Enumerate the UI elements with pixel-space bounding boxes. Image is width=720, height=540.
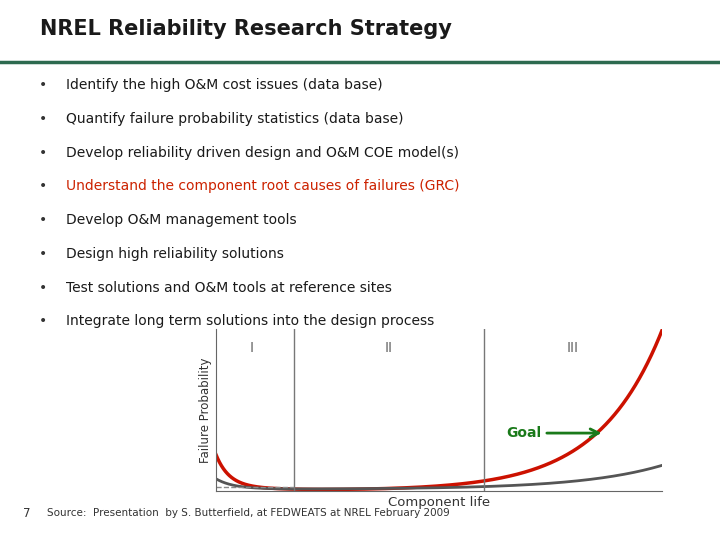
Text: Source:  Presentation  by S. Butterfield, at FEDWEATS at NREL February 2009: Source: Presentation by S. Butterfield, … [47, 508, 449, 518]
Text: Quantify failure probability statistics (data base): Quantify failure probability statistics … [66, 112, 404, 126]
Text: 7: 7 [23, 507, 30, 520]
Text: •: • [39, 146, 47, 159]
Text: Understand the component root causes of failures (GRC): Understand the component root causes of … [66, 179, 460, 193]
Text: Design high reliability solutions: Design high reliability solutions [66, 247, 284, 261]
Text: •: • [39, 247, 47, 261]
Text: •: • [39, 281, 47, 294]
Text: III: III [567, 341, 579, 355]
Text: Develop O&M management tools: Develop O&M management tools [66, 213, 297, 227]
Text: •: • [39, 78, 47, 92]
Text: •: • [39, 112, 47, 126]
Text: Integrate long term solutions into the design process: Integrate long term solutions into the d… [66, 314, 434, 328]
Text: NREL Reliability Research Strategy: NREL Reliability Research Strategy [40, 19, 451, 39]
Text: •: • [39, 179, 47, 193]
Text: •: • [39, 314, 47, 328]
X-axis label: Component life: Component life [388, 496, 490, 509]
Text: II: II [385, 341, 393, 355]
Text: •: • [39, 213, 47, 227]
Y-axis label: Failure Probability: Failure Probability [199, 357, 212, 463]
Text: Test solutions and O&M tools at reference sites: Test solutions and O&M tools at referenc… [66, 281, 392, 294]
Text: Develop reliability driven design and O&M COE model(s): Develop reliability driven design and O&… [66, 146, 459, 159]
Text: Identify the high O&M cost issues (data base): Identify the high O&M cost issues (data … [66, 78, 383, 92]
Text: Goal: Goal [506, 426, 598, 440]
Text: I: I [249, 341, 253, 355]
